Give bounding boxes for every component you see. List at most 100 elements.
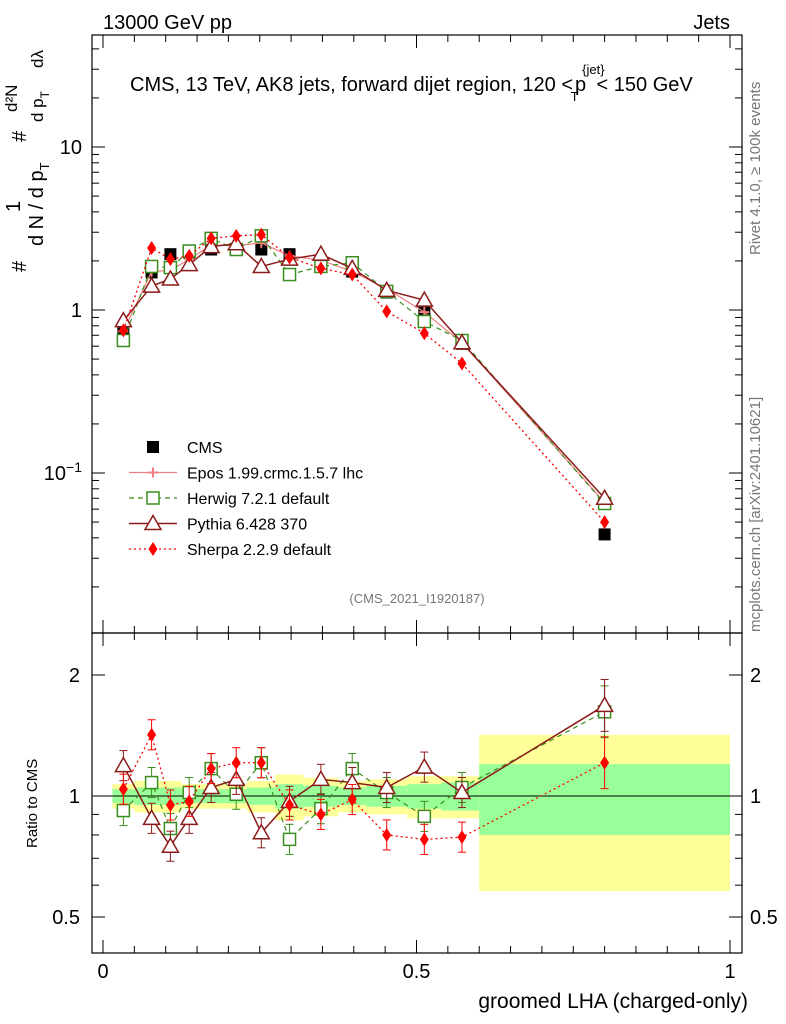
main-y-axis-label: # 1 d N / d pT # d²N d pT dλ (2, 50, 52, 272)
legend-label-cms: CMS (187, 440, 223, 457)
plot-title: CMS, 13 TeV, AK8 jets, forward dijet reg… (130, 62, 693, 104)
sherpa-point (382, 304, 392, 319)
ratio-sherpa-point (165, 797, 175, 812)
legend-entry-herwig: Herwig 7.2.1 default (129, 491, 330, 508)
legend-label-herwig: Herwig 7.2.1 default (187, 491, 330, 508)
y-label-hash-1: # (9, 260, 31, 272)
sherpa-point (184, 248, 194, 263)
sherpa-point (419, 326, 429, 341)
sherpa-point (118, 323, 128, 338)
ratio-sherpa-point (419, 832, 429, 847)
pythia-point (311, 244, 331, 261)
ratio-pythia-point (114, 756, 133, 773)
legend-entry-sherpa: Sherpa 2.2.9 default (129, 542, 332, 559)
legend-label-epos: Epos 1.99.crmc.1.5.7 lhc (187, 466, 363, 483)
y-label-dn-dpt: d N / d pT (26, 162, 52, 246)
ratio-sherpa-point (600, 755, 610, 770)
herwig-point (144, 259, 159, 274)
ratio-y-axis-label: Ratio to CMS (24, 759, 41, 848)
sherpa-point (206, 231, 216, 246)
sherpa-point (256, 227, 266, 242)
sherpa-point (231, 228, 241, 243)
ratio-sherpa-point (184, 794, 194, 809)
x-tick-label: 0 (97, 961, 108, 983)
y-label-d2n: d²N (2, 85, 21, 112)
ratio-y-tick-label: 2 (69, 665, 80, 687)
y-label-one: 1 (3, 201, 25, 212)
mcplots-label: mcplots.cern.ch [arXiv:2401.10621] (747, 397, 764, 632)
legend-label-pythia: Pythia 6.428 370 (187, 517, 307, 534)
herwig-point (282, 267, 297, 282)
sherpa-point (457, 356, 467, 371)
sherpa-point (165, 252, 175, 267)
legend-marker-epos (148, 467, 158, 478)
legend-marker-herwig (146, 491, 160, 505)
main-y-tick-label: 10−1 (44, 459, 82, 485)
ratio-sherpa-point (118, 782, 128, 797)
pythia-point (179, 255, 199, 272)
ratio-herwig-point (282, 832, 297, 847)
ratio-series-layer (114, 679, 614, 862)
sherpa-point (600, 515, 610, 530)
legend-entry-epos: Epos 1.99.crmc.1.5.7 lhc (129, 466, 363, 483)
ratio-y-tick-label: 0.5 (52, 907, 80, 929)
ratio-pythia-point (452, 783, 472, 800)
ratio-herwig-point (116, 803, 131, 818)
x-tick-label: 1 (724, 961, 735, 983)
ratio-pythia-point (179, 808, 199, 826)
ratio-herwig-line (122, 711, 605, 841)
ratio-plot-frame (91, 632, 743, 954)
ratio-pythia-point (595, 695, 614, 713)
pythia-point (161, 269, 180, 286)
ratio-sherpa-point (382, 827, 392, 842)
legend-marker-sherpa (148, 542, 158, 556)
ratio-uncertainty-bands (103, 734, 730, 892)
cms-point (255, 243, 268, 256)
legend-entry-cms: CMS (147, 440, 223, 457)
legend: CMS Epos 1.99.crmc.1.5.7 lhc Herwig 7.2.1 … (129, 440, 363, 559)
ratio-herwig-point (144, 775, 159, 790)
pythia-line (122, 242, 606, 499)
cms-point (598, 528, 611, 541)
y-label-dpt: d pT (28, 90, 52, 122)
sherpa-point (347, 267, 357, 282)
rivet-version-label: Rivet 4.1.0, ≥ 100k events (747, 82, 764, 255)
ratio-y-tick-label-right: 2 (750, 665, 761, 687)
ratio-pythia-point (161, 836, 180, 853)
series-pythia (114, 234, 614, 505)
series-sherpa (118, 227, 610, 530)
title-pt-sub: T (571, 89, 579, 104)
ratio-pythia-point (142, 808, 161, 826)
ratio-pythia-point (252, 823, 271, 840)
ratio-sherpa-point (316, 807, 326, 822)
sherpa-point (316, 261, 326, 276)
legend-marker-pythia (143, 513, 163, 531)
pythia-point (142, 276, 161, 293)
sherpa-point (285, 250, 295, 265)
ratio-y-tick-label-right: 1 (750, 786, 761, 808)
legend-label-sherpa: Sherpa 2.2.9 default (187, 542, 332, 559)
pythia-point (252, 256, 271, 274)
ratio-sherpa-point (457, 830, 467, 845)
ratio-pythia-point (311, 769, 331, 787)
ratio-sherpa-point (147, 727, 157, 742)
pythia-point (595, 488, 614, 505)
category-label: Jets (693, 12, 730, 34)
pythia-point (377, 280, 397, 298)
ratio-sherpa-point (256, 755, 266, 770)
x-tick-label: 0.5 (403, 961, 431, 983)
ratio-y-tick-label-right: 0.5 (750, 907, 778, 929)
legend-entry-pythia: Pythia 6.428 370 (129, 513, 307, 534)
pythia-point (201, 237, 221, 254)
ratio-sherpa-point (206, 761, 216, 776)
herwig-point (417, 314, 432, 329)
ratio-pythia-point (226, 769, 246, 787)
ratio-sherpa-point (285, 797, 295, 812)
axes: 10−1 1 10 0.5 0.5 1 1 2 2 0 0.5 1 (44, 35, 778, 983)
pythia-point (415, 290, 434, 307)
sherpa-point (147, 241, 157, 256)
ratio-y-tick-label: 1 (69, 786, 80, 808)
ratio-series-sherpa (118, 719, 610, 855)
ratio-pythia-point (415, 757, 434, 774)
